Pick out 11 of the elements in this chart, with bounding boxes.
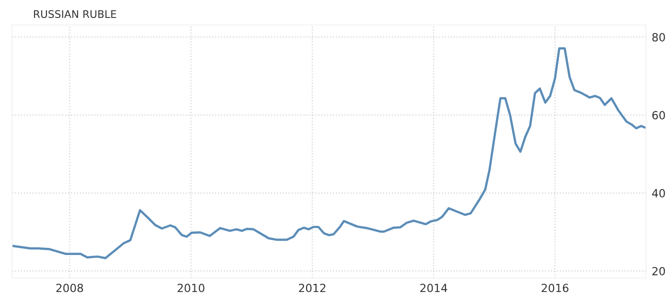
x-tick-label: 2014 [420, 284, 448, 292]
chart-title: RUSSIAN RUBLE [34, 10, 116, 18]
line-series [12, 47, 646, 260]
x-tick-label: 2008 [56, 284, 84, 292]
y-tick-label: 80 [652, 33, 665, 42]
x-tick-label: 2010 [178, 284, 204, 292]
x-tick-label: 2016 [542, 284, 568, 292]
y-tick-label: 20 [652, 266, 665, 276]
y-tick-label: 40 [652, 188, 665, 198]
x-tick-label: 2012 [298, 284, 326, 292]
y-tick-label: 60 [652, 111, 665, 120]
